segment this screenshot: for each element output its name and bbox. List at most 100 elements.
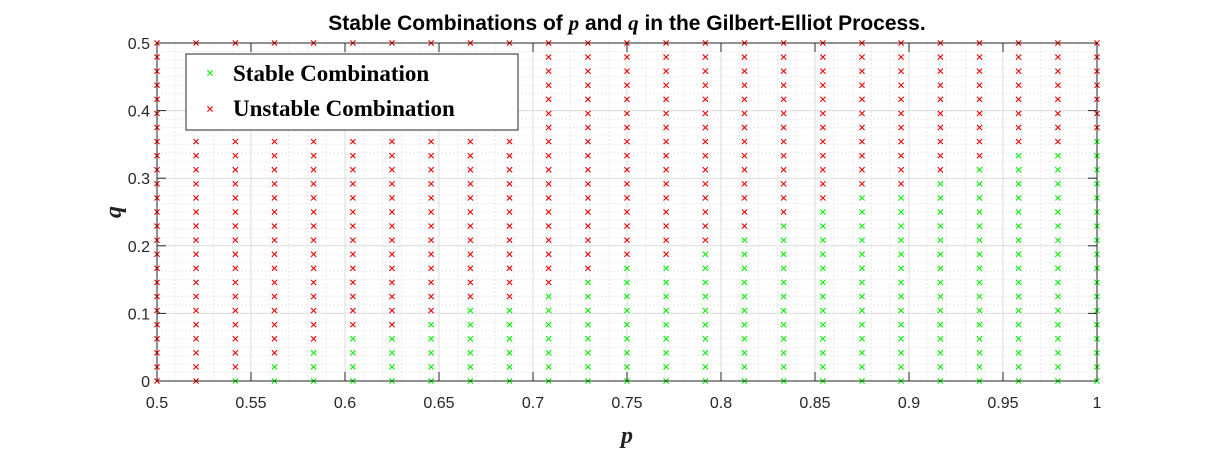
stable-point bbox=[1054, 209, 1061, 215]
stable-point bbox=[937, 293, 944, 300]
unstable-point bbox=[271, 223, 278, 230]
unstable-point bbox=[310, 166, 317, 173]
unstable-point bbox=[506, 209, 513, 215]
unstable-point bbox=[428, 279, 435, 286]
stable-point bbox=[819, 237, 826, 244]
stable-point bbox=[663, 363, 670, 370]
stable-point bbox=[584, 279, 591, 286]
unstable-point bbox=[193, 138, 200, 145]
stable-point bbox=[859, 194, 865, 201]
stable-point bbox=[780, 349, 787, 356]
stable-point bbox=[819, 321, 826, 328]
unstable-point bbox=[232, 293, 239, 300]
unstable-point bbox=[898, 68, 905, 75]
unstable-point bbox=[310, 307, 317, 314]
unstable-point bbox=[898, 138, 905, 145]
stable-point bbox=[584, 349, 591, 356]
stable-point bbox=[741, 349, 748, 356]
unstable-point bbox=[859, 180, 865, 187]
unstable-point bbox=[389, 209, 395, 215]
unstable-point bbox=[1054, 68, 1061, 75]
x-tick-label: 0.55 bbox=[235, 395, 266, 412]
unstable-point bbox=[898, 152, 905, 159]
stable-point bbox=[702, 363, 709, 370]
stable-point bbox=[663, 349, 670, 356]
stable-point bbox=[506, 335, 513, 342]
unstable-point bbox=[937, 96, 944, 103]
unstable-point bbox=[1015, 110, 1022, 117]
stable-point bbox=[545, 363, 552, 370]
unstable-point bbox=[506, 251, 513, 258]
unstable-point bbox=[232, 349, 239, 356]
stable-point bbox=[1015, 349, 1022, 356]
stable-point bbox=[584, 335, 591, 342]
stable-point bbox=[741, 293, 748, 300]
stable-point bbox=[859, 363, 865, 370]
unstable-point bbox=[349, 138, 356, 145]
unstable-point bbox=[232, 152, 239, 159]
unstable-point bbox=[780, 124, 787, 131]
stable-point bbox=[859, 237, 865, 244]
unstable-point bbox=[584, 54, 591, 61]
unstable-point bbox=[663, 209, 670, 215]
stable-point bbox=[780, 335, 787, 342]
unstable-point bbox=[624, 54, 630, 61]
stable-point bbox=[898, 335, 905, 342]
stable-point bbox=[467, 335, 474, 342]
stable-point bbox=[624, 335, 630, 342]
stable-point bbox=[780, 265, 787, 272]
unstable-point bbox=[232, 265, 239, 272]
unstable-point bbox=[349, 265, 356, 272]
unstable-point bbox=[663, 82, 670, 89]
unstable-point bbox=[310, 335, 317, 342]
unstable-point bbox=[271, 194, 278, 201]
unstable-point bbox=[976, 110, 983, 117]
stable-point bbox=[780, 279, 787, 286]
stable-point bbox=[545, 335, 552, 342]
stable-point bbox=[1054, 180, 1061, 187]
unstable-point bbox=[506, 237, 513, 244]
unstable-point bbox=[506, 138, 513, 145]
unstable-point bbox=[271, 251, 278, 258]
unstable-point bbox=[702, 152, 709, 159]
unstable-point bbox=[193, 251, 200, 258]
unstable-point bbox=[741, 223, 748, 230]
unstable-point bbox=[663, 180, 670, 187]
stable-point bbox=[859, 265, 865, 272]
stable-point bbox=[545, 307, 552, 314]
stable-point bbox=[898, 321, 905, 328]
unstable-point bbox=[976, 96, 983, 103]
stable-point bbox=[428, 363, 435, 370]
unstable-point bbox=[584, 68, 591, 75]
unstable-point bbox=[780, 209, 787, 215]
stable-point bbox=[898, 251, 905, 258]
unstable-point bbox=[624, 251, 630, 258]
stable-point bbox=[702, 265, 709, 272]
unstable-point bbox=[428, 223, 435, 230]
unstable-point bbox=[349, 293, 356, 300]
unstable-point bbox=[937, 138, 944, 145]
unstable-point bbox=[193, 335, 200, 342]
stable-point bbox=[898, 293, 905, 300]
unstable-point bbox=[349, 251, 356, 258]
stable-point bbox=[702, 251, 709, 258]
stable-point bbox=[937, 279, 944, 286]
stable-point bbox=[780, 307, 787, 314]
stable-point bbox=[859, 251, 865, 258]
legend-marker-stable bbox=[207, 70, 213, 76]
unstable-point bbox=[859, 54, 865, 61]
unstable-point bbox=[467, 180, 474, 187]
unstable-point bbox=[663, 96, 670, 103]
stable-point bbox=[1054, 349, 1061, 356]
stable-point bbox=[271, 363, 278, 370]
unstable-point bbox=[232, 363, 239, 370]
unstable-point bbox=[819, 180, 826, 187]
unstable-point bbox=[545, 68, 552, 75]
stable-point bbox=[976, 180, 983, 187]
stable-point bbox=[859, 307, 865, 314]
unstable-point bbox=[232, 237, 239, 244]
unstable-point bbox=[1015, 138, 1022, 145]
stable-point bbox=[428, 321, 435, 328]
stable-point bbox=[702, 293, 709, 300]
